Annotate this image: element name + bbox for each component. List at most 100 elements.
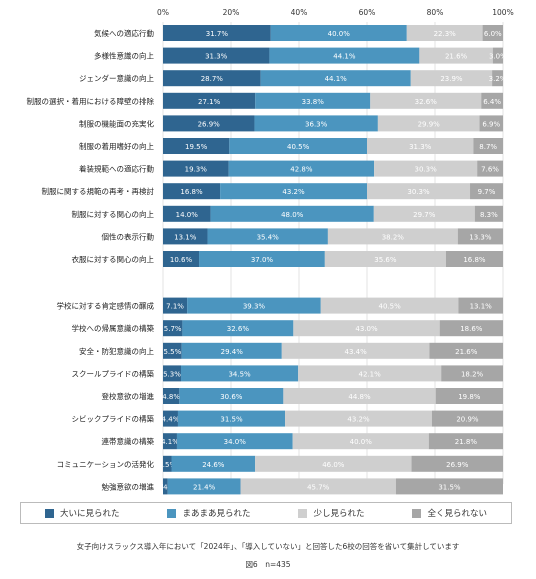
data-label: 5.7% (164, 325, 182, 333)
data-label: 33.8% (302, 98, 325, 106)
bar-segment (283, 388, 436, 404)
data-label: 40.5% (378, 303, 401, 311)
data-label: 44.8% (348, 393, 371, 401)
data-label: 21.4% (193, 483, 216, 491)
footnote: 女子向けスラックス導入年において「2024年」、「導入していない」と回答した6校… (76, 542, 460, 551)
data-label: 13.1% (470, 303, 493, 311)
bar-segment (163, 297, 188, 314)
bar-segment (163, 92, 256, 109)
data-label: 42.1% (359, 370, 382, 378)
data-label: 23.9% (440, 75, 463, 83)
bar-segment (298, 365, 442, 382)
category-label: 制服の着用嗜好の向上 (79, 141, 154, 151)
data-label: 26.9% (446, 461, 469, 469)
bar-segment (163, 388, 180, 404)
category-label: 連帯意識の構築 (102, 436, 155, 446)
legend-item-1: 大いに見られた (44, 507, 120, 519)
legend-label-2: まあまあ見られた (182, 509, 251, 519)
data-label: 37.0% (251, 256, 274, 264)
bar-segment (163, 160, 229, 177)
data-label: 16.8% (180, 188, 203, 196)
bar-segment (411, 455, 503, 472)
bar-segment (163, 115, 255, 132)
bar-segment (292, 433, 429, 450)
bar-segment (441, 365, 503, 382)
data-label: 30.3% (415, 166, 438, 174)
bar-segment (377, 115, 480, 132)
data-label: 40.0% (328, 30, 351, 38)
bar-segment (177, 410, 286, 427)
bar-segment (176, 433, 293, 450)
legend-item-4: 全く見られない (412, 507, 487, 519)
category-label: 気候への適応行動 (94, 28, 154, 38)
figure-label: 図6 n=435 (245, 560, 291, 569)
bar-segment (182, 320, 294, 337)
data-label: 10.6% (170, 256, 193, 264)
data-label: 1.4% (156, 483, 174, 491)
stacked-bar-chart: 0% 20% 40% 60% 80% 100% 気候への適応行動 31.7% 40.0% 22.3… (27, 8, 514, 495)
data-label: 13.3% (469, 233, 492, 241)
bar-segment (163, 478, 168, 495)
data-label: 4.4% (162, 416, 180, 424)
x-tick-label: 20% (223, 8, 240, 17)
data-label: 4.8% (162, 393, 180, 401)
data-label: 21.8% (455, 438, 478, 446)
bar-segment (181, 365, 299, 382)
legend-label-3: 少し見られた (313, 509, 365, 519)
bar-segment (163, 365, 182, 382)
data-label: 5.5% (163, 348, 181, 356)
data-label: 43.2% (282, 188, 305, 196)
bar-segment (470, 183, 503, 200)
data-label: 3.2% (489, 75, 507, 83)
bar-segment (429, 342, 503, 359)
bar-segment (367, 138, 474, 154)
bar-segment (171, 455, 256, 472)
x-tick-label: 0% (157, 8, 169, 17)
data-label: 30.6% (220, 393, 243, 401)
bar-segment (163, 70, 261, 87)
legend-swatch-3 (298, 508, 308, 518)
data-label: 30.3% (407, 188, 430, 196)
category-label: 学校に対する肯定感情の醸成 (57, 301, 155, 311)
bar-segment (428, 433, 503, 450)
category-label: 多様性意識の向上 (94, 51, 154, 61)
data-label: 34.0% (224, 438, 247, 446)
data-label: 29.9% (418, 120, 441, 128)
category-label: 学校への帰属意識の構築 (72, 323, 155, 333)
bar-segment (482, 25, 503, 41)
bar-segment (457, 228, 503, 245)
data-label: 44.1% (333, 53, 356, 61)
data-label: 19.5% (185, 143, 208, 151)
bar-segment (167, 478, 241, 495)
bar-segment (207, 228, 328, 245)
bar-segment (163, 47, 270, 64)
bar-segment (324, 251, 446, 267)
data-label: 48.0% (281, 211, 304, 219)
category-label: スクールプライドの構築 (72, 368, 155, 378)
legend-swatch-4 (412, 508, 422, 518)
bar-segment (370, 92, 482, 109)
bar-segment (410, 70, 493, 87)
bar-segment (163, 228, 208, 245)
data-label: 42.8% (290, 166, 313, 174)
data-label: 29.4% (221, 348, 244, 356)
bar-segment (439, 320, 503, 337)
legend: 大いに見られた まあまあ見られた 少し見られた 全く見られない (20, 502, 512, 524)
data-label: 8.3% (480, 211, 498, 219)
category-label: 制服に対する関心の向上 (72, 209, 155, 219)
bar-segment (260, 70, 411, 87)
bar-segment (163, 251, 200, 267)
bar-segment (187, 297, 321, 314)
data-label: 44.1% (325, 75, 348, 83)
bar-segment (163, 25, 271, 41)
data-label: 29.7% (413, 211, 436, 219)
x-tick-label: 100% (492, 8, 513, 17)
data-label: 6.9% (482, 120, 500, 128)
data-label: 7.6% (481, 166, 499, 174)
data-label: 18.6% (460, 325, 483, 333)
bar-segment (255, 92, 371, 109)
data-label: 31.5% (220, 416, 243, 424)
bar-segment (285, 410, 432, 427)
bar-segment (163, 320, 183, 337)
data-label: 39.3% (243, 303, 266, 311)
